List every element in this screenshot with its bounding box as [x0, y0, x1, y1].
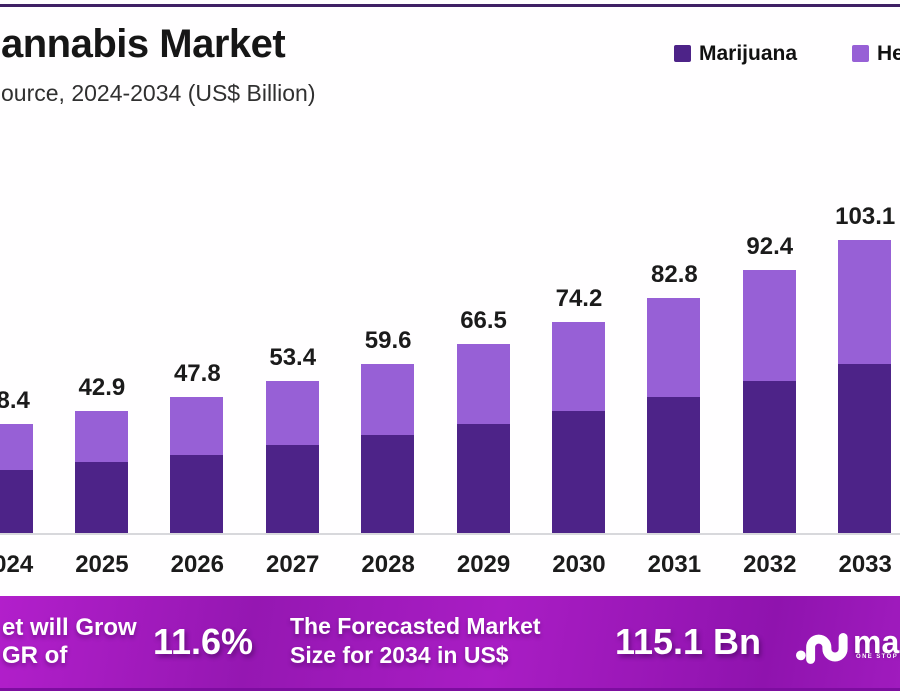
hemp-segment	[361, 364, 415, 435]
hemp-segment	[0, 424, 33, 470]
hemp-segment	[647, 298, 701, 397]
bar-column-2030: 74.2 2030	[529, 0, 629, 600]
cagr-caption-line1: et will Grow	[2, 614, 137, 641]
top-divider-line	[0, 4, 900, 7]
x-axis-year-label: 2031	[647, 551, 702, 578]
marijuana-segment	[551, 411, 605, 533]
stacked-bar	[838, 240, 892, 533]
legend-label-marijuana: Marijuana	[699, 42, 798, 65]
bar-total-label: 92.4	[746, 233, 794, 260]
page-subtitle: ource, 2024-2034 (US$ Billion)	[1, 80, 316, 106]
marijuana-segment	[0, 470, 33, 533]
stacked-bar	[456, 344, 510, 533]
bar-column-2033: 103.1 2033	[815, 0, 900, 600]
bar-total-label: 53.4	[269, 344, 317, 371]
x-axis-year-label: 2027	[266, 551, 320, 578]
forecast-caption: The Forecasted Market Size for 2034 in U…	[290, 612, 541, 670]
bar-total-label: 66.5	[460, 307, 507, 334]
stats-banner: et will Grow GR of 11.6% The Forecasted …	[0, 596, 900, 688]
legend-label-hemp: Hemp	[877, 42, 900, 65]
stacked-bar	[74, 411, 128, 533]
bar-column-2025: 42.9 2025	[52, 0, 152, 600]
hemp-segment	[265, 381, 319, 445]
hemp-segment	[742, 270, 796, 381]
x-axis-year-label: 2029	[456, 551, 511, 578]
legend-swatch-hemp	[852, 45, 869, 62]
stacked-bar	[265, 381, 319, 533]
page-title: annabis Market	[1, 22, 286, 66]
marijuana-segment	[456, 424, 510, 533]
stacked-bar	[647, 298, 701, 533]
bar-column-2028: 59.6 2028	[338, 0, 438, 600]
cagr-caption: et will Grow GR of	[2, 614, 137, 670]
marijuana-segment	[742, 381, 796, 533]
bar-total-label: 59.6	[364, 327, 412, 354]
hemp-segment	[456, 344, 510, 424]
x-axis-year-label: 2026	[170, 551, 224, 578]
bar-column-2026: 47.8 2026	[147, 0, 247, 600]
marijuana-segment	[361, 435, 415, 533]
banner-bottom-edge	[0, 688, 900, 691]
bar-column-2032: 92.4 2032	[720, 0, 820, 600]
x-axis-year-label: 2030	[552, 551, 606, 578]
marijuana-segment	[265, 445, 319, 533]
forecast-value: 115.1 Bn	[614, 621, 762, 662]
marijuana-segment	[170, 455, 224, 533]
x-axis-year-label: 2025	[75, 551, 129, 578]
bar-total-label: 74.2	[555, 285, 603, 312]
bar-total-label: 42.9	[78, 374, 126, 401]
stacked-bar	[170, 397, 224, 533]
market-us-logo-tagline: ONE STOP	[856, 654, 899, 660]
hemp-segment	[551, 322, 605, 411]
cagr-value: 11.6%	[152, 621, 254, 662]
x-axis-line	[0, 533, 900, 535]
bar-column-2027: 53.4 2027	[243, 0, 343, 600]
hemp-segment	[74, 411, 128, 462]
forecast-caption-line2: Size for 2034 in US$	[290, 642, 509, 668]
x-axis-year-label: 2032	[743, 551, 797, 578]
x-axis-year-label: 2028	[361, 551, 415, 578]
stacked-bar	[361, 364, 415, 533]
hemp-segment	[170, 397, 224, 455]
bar-column-2029: 66.5 2029	[434, 0, 534, 600]
x-axis-year-label: 2033	[838, 551, 892, 578]
stacked-bar	[742, 270, 796, 533]
forecast-caption-line1: The Forecasted Market	[290, 613, 541, 639]
bar-total-label: 47.8	[173, 360, 221, 387]
marijuana-segment	[647, 397, 701, 533]
marijuana-segment	[74, 462, 128, 533]
cagr-caption-line2: GR of	[2, 642, 68, 669]
bar-total-label: 38.4	[0, 387, 30, 414]
bar-total-label: 103.1	[835, 203, 896, 230]
marijuana-segment	[838, 364, 892, 533]
x-axis-year-label: 2024	[0, 551, 34, 578]
bar-total-label: 82.8	[651, 261, 698, 288]
market-us-logo-icon	[796, 633, 848, 664]
stacked-bar	[551, 322, 605, 533]
bar-column-2024: 38.4 2024	[0, 0, 57, 600]
bar-column-2031: 82.8 2031	[624, 0, 724, 600]
legend-swatch-marijuana	[674, 45, 691, 62]
hemp-segment	[838, 240, 892, 364]
market-us-logo-text: ma	[853, 624, 900, 660]
stacked-bar	[0, 424, 33, 533]
